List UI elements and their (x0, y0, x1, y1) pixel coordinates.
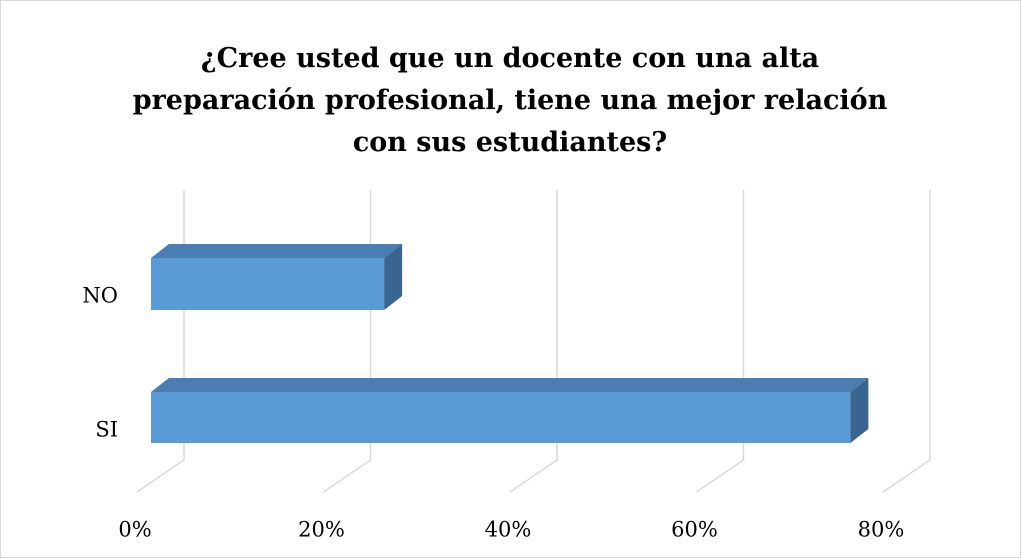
x-tick-label: 0% (118, 518, 151, 542)
x-tick-label: 80% (858, 518, 905, 542)
bar-side (384, 244, 403, 310)
grid-line (136, 190, 185, 493)
y-tick-label: NO (82, 284, 118, 308)
x-tick-label: 60% (671, 518, 718, 542)
grid-line (882, 190, 931, 493)
bar-top (151, 244, 403, 258)
chart-title: ¿Cree usted que un docente con una alta … (132, 43, 888, 158)
bar (151, 258, 385, 310)
grid-line (509, 190, 558, 493)
grid-line (323, 190, 372, 493)
bar (151, 392, 851, 443)
y-tick-label: SI (95, 418, 118, 442)
grid-line (696, 190, 745, 493)
x-tick-label: 20% (298, 518, 345, 542)
bar-top (151, 378, 869, 392)
bar-side (850, 378, 869, 443)
x-tick-label: 40% (485, 518, 532, 542)
